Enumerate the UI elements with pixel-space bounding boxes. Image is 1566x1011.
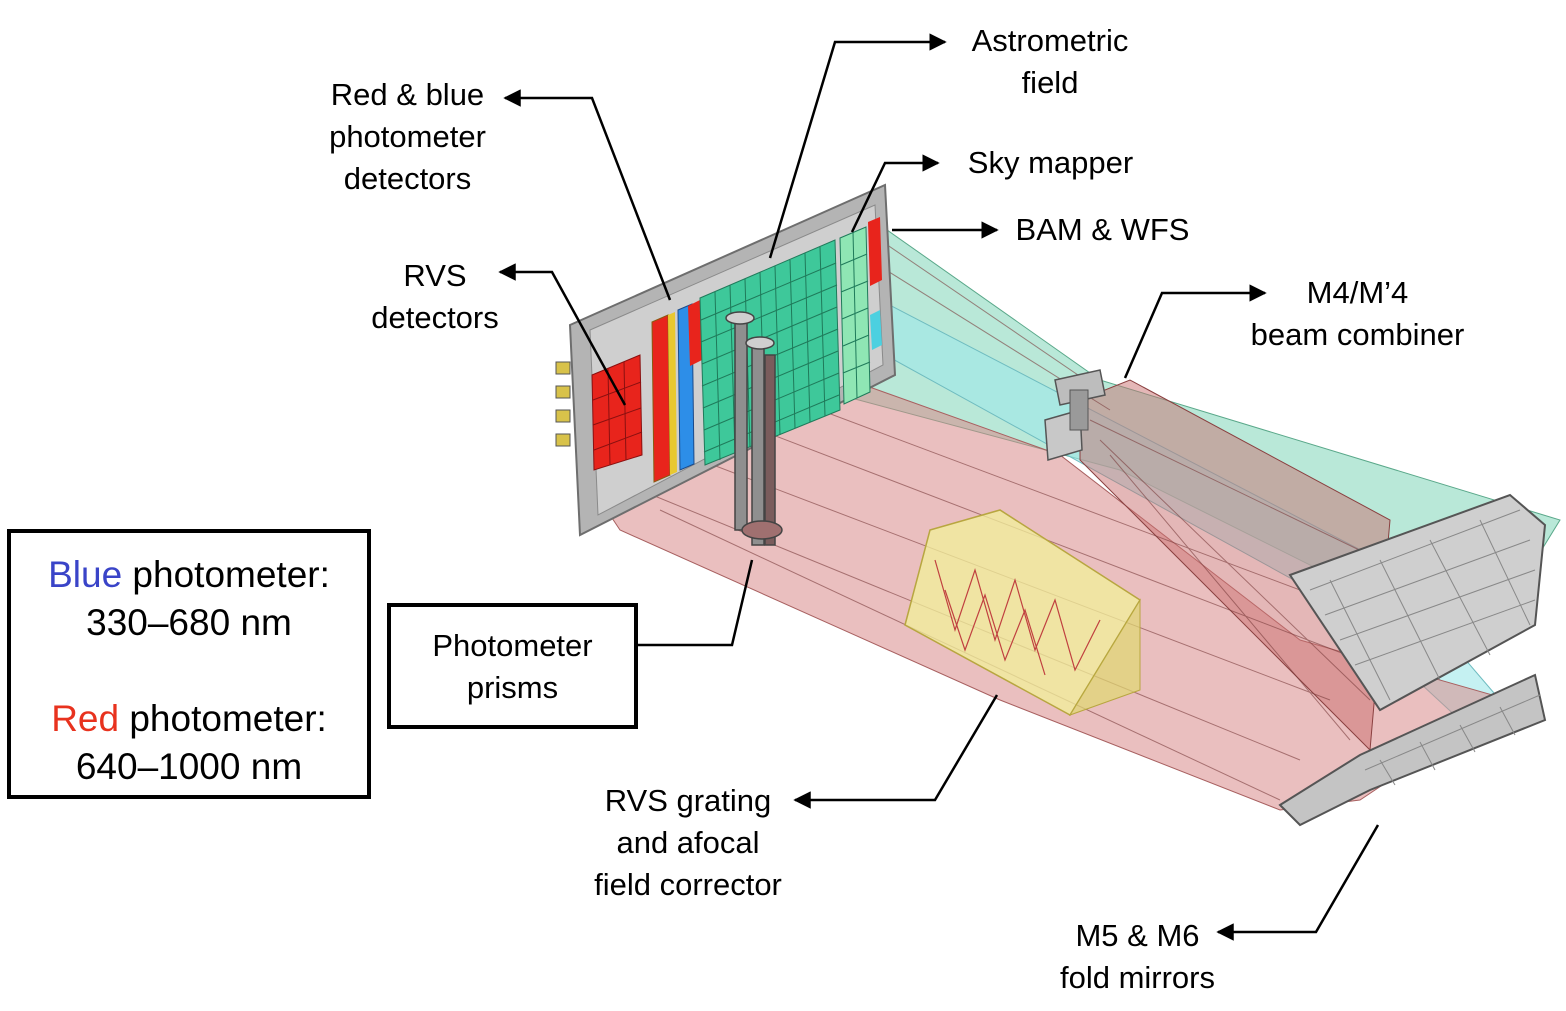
callout-red-blue (503, 89, 672, 301)
photometer-prisms-box: Photometer prisms (387, 603, 638, 729)
yellow-strip (668, 312, 677, 475)
callout-lines (498, 33, 1380, 941)
photometer-legend-box: Blue photometer: 330–680 nm Red photomet… (7, 529, 371, 799)
label-photometer-prisms: Photometer prisms (432, 628, 593, 705)
fold-mirrors (1278, 493, 1547, 827)
label-rvs-detectors: RVS detectors (371, 258, 499, 335)
callout-sky-mapper (850, 154, 940, 233)
blue-red-strip (688, 300, 702, 366)
callout-fold-mirrors (1216, 824, 1380, 941)
legend-red-word: Red (51, 698, 120, 739)
legend-red-range: 640–1000 nm (75, 746, 303, 787)
red-photometer-strip (651, 314, 671, 483)
callout-prisms (604, 559, 754, 654)
callout-grating (793, 694, 999, 809)
label-sky-mapper: Sky mapper (967, 145, 1134, 180)
label-rvs-grating: RVS grating and afocal field corrector (594, 783, 782, 902)
rvs-grating-box (904, 509, 1142, 717)
wfs-cyan (870, 310, 882, 350)
m4-beam-combiner (1044, 369, 1106, 461)
focal-plane-assembly (555, 183, 897, 546)
label-astrometric-field: Astrometric field (971, 23, 1129, 100)
connectors (555, 361, 571, 447)
legend-red-title: Red photometer: (51, 698, 327, 739)
label-fold-mirrors: M5 & M6 fold mirrors (1059, 918, 1215, 995)
label-beam-combiner: M4/M’4 beam combiner (1250, 275, 1465, 352)
label-red-blue-detectors: Red & blue photometer detectors (329, 77, 486, 196)
legend-blue-word: Blue (48, 554, 123, 595)
callout-m4 (1123, 284, 1267, 379)
callout-astrometric (768, 33, 947, 259)
legend-blue-range: 330–680 nm (86, 602, 292, 643)
photometer-prism-posts (725, 311, 783, 546)
label-bam-wfs: BAM & WFS (1015, 212, 1190, 247)
rvs-detector-array (591, 354, 643, 471)
bam-wfs-strip (868, 217, 882, 286)
m5-mirror (1288, 493, 1547, 712)
callout-rvs (498, 263, 627, 406)
legend-blue-title: Blue photometer: (48, 554, 330, 595)
